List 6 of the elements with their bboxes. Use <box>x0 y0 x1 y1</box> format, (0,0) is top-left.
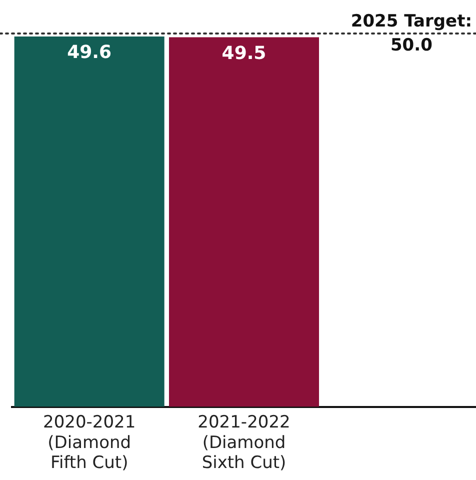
data-label: 49.6 <box>67 42 112 64</box>
annotation: 50.0 <box>390 35 433 56</box>
x-tick-label: 2020-2021 (Diamond Fifth Cut) <box>42 412 136 474</box>
data-label: 49.5 <box>222 42 266 64</box>
ref-line-label: 2025 Target: <box>350 11 472 32</box>
x-tick-label: 2021-2022 (Diamond Sixth Cut) <box>198 412 290 474</box>
